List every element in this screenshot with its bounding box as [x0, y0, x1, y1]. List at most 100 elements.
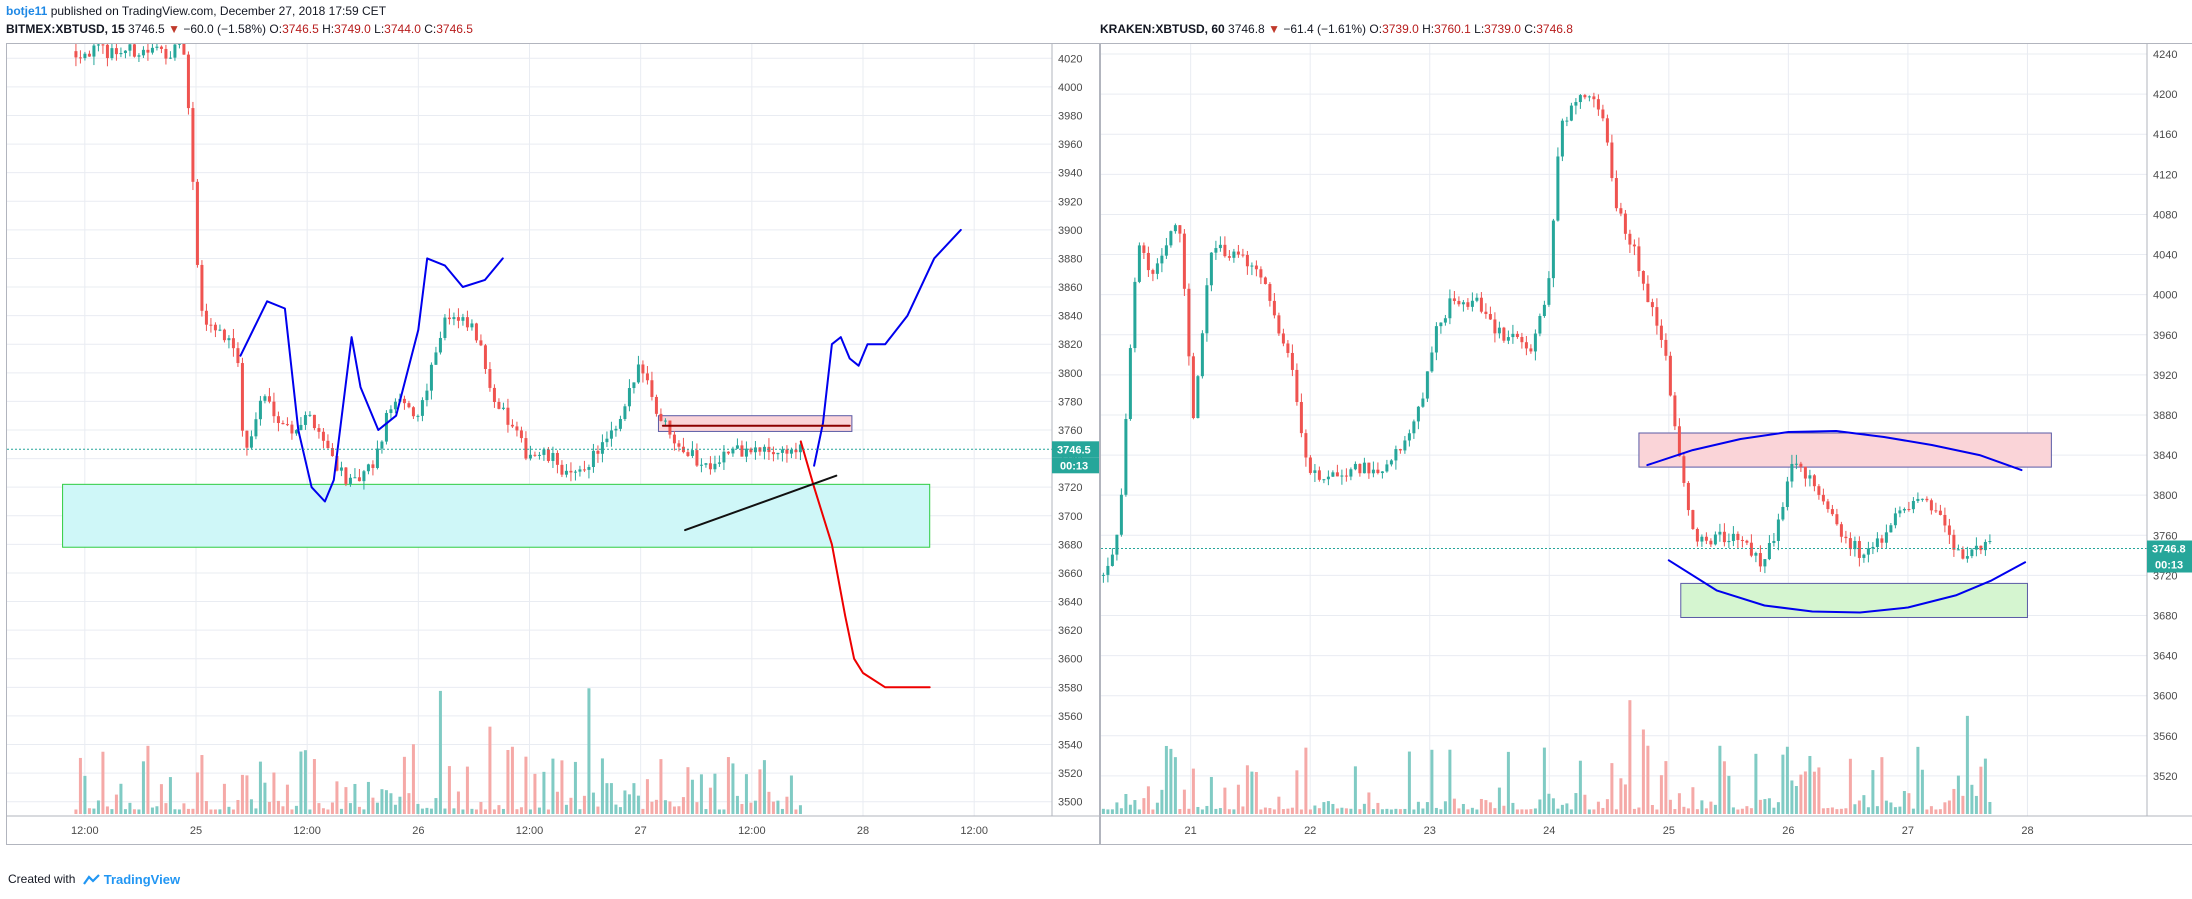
volume-bar — [285, 784, 289, 814]
candle-body — [555, 452, 559, 465]
candle-body — [1677, 426, 1681, 457]
volume-bar — [1313, 805, 1317, 814]
volume-bar — [627, 794, 631, 814]
volume-bar — [582, 795, 586, 814]
candle-body — [1488, 314, 1492, 320]
created-with-text: Created with — [8, 872, 76, 886]
volume-bar — [1295, 770, 1299, 814]
candle-body — [672, 434, 676, 444]
price-tick-label: 3720 — [1058, 482, 1082, 494]
volume-bar — [420, 808, 424, 814]
candle-body — [1700, 536, 1704, 542]
volume-bar — [1524, 809, 1528, 814]
volume-bar — [353, 783, 357, 814]
volume-bar — [1691, 787, 1695, 814]
volume-bar — [596, 806, 600, 814]
volume-bar — [1106, 809, 1110, 814]
candle-body — [1151, 270, 1155, 274]
left-high: 3749.0 — [334, 22, 371, 36]
candle-body — [1853, 540, 1857, 550]
volume-bar — [753, 800, 757, 814]
candle-body — [1632, 244, 1636, 247]
volume-bar — [1623, 784, 1627, 814]
volume-bar — [1538, 799, 1542, 814]
volume-bar — [1178, 809, 1182, 814]
candle-body — [1448, 298, 1452, 319]
volume-bar — [731, 763, 735, 814]
volume-bar — [1794, 786, 1798, 814]
volume-bar — [204, 801, 208, 814]
left-chart-svg[interactable]: 3500 3520 3540 3560 3580 3600 3620 3640 3660 3680… — [7, 44, 1100, 844]
candle-body — [627, 388, 631, 407]
candle-body — [456, 317, 460, 321]
volume-bar — [1641, 729, 1645, 814]
candle-body — [744, 448, 748, 457]
candle-body — [1623, 213, 1627, 234]
candle-body — [1956, 549, 1960, 551]
candle-body — [123, 50, 127, 54]
right-symbol[interactable]: KRAKEN:XBTUSD, 60 — [1100, 22, 1225, 36]
candle-body — [492, 387, 496, 402]
last-price-tag — [2147, 540, 2192, 557]
volume-bar — [362, 809, 366, 814]
candle-body — [1916, 498, 1920, 501]
right-o-label: O: — [1369, 22, 1383, 36]
candle-body — [605, 438, 609, 443]
volume-bar — [1169, 748, 1173, 814]
volume-bar — [1587, 809, 1591, 814]
candle-body — [1344, 475, 1348, 477]
publish-line: botje11 published on TradingView.com, De… — [6, 4, 386, 18]
volume-bar — [1866, 807, 1870, 814]
volume-bar — [1664, 761, 1668, 814]
candle-body — [1758, 553, 1762, 567]
left-open: 3746.5 — [282, 22, 319, 36]
candle-body — [1353, 463, 1357, 470]
volume-bar — [528, 809, 532, 814]
candle-body — [1484, 311, 1488, 315]
volume-bar — [303, 750, 307, 814]
candle-body — [1515, 333, 1519, 337]
volume-bar — [1187, 808, 1191, 814]
left-symbol[interactable]: BITMEX:XBTUSD, 15 — [6, 22, 125, 36]
volume-bar — [1164, 745, 1168, 814]
candle-body — [1893, 513, 1897, 526]
candle-body — [1637, 246, 1641, 272]
candle-body — [699, 464, 703, 466]
countdown-tag — [2147, 556, 2192, 573]
volume-bar — [650, 801, 654, 814]
volume-bar — [1871, 770, 1875, 814]
time-tick-label: 12:00 — [738, 825, 766, 837]
volume-bar — [492, 809, 496, 814]
candle-body — [798, 444, 802, 453]
author-link[interactable]: botje11 — [6, 4, 48, 18]
volume-bar — [83, 775, 87, 814]
price-tick-label: 3940 — [1058, 168, 1082, 180]
right-chart-panel[interactable]: 3520 3560 3600 3640 3680 3720 3760 3800 3840 3880… — [1099, 43, 2192, 845]
volume-bar — [609, 783, 613, 814]
left-chart-panel[interactable]: 3500 3520 3540 3560 3580 3600 3620 3640 3660 3680… — [6, 43, 1101, 845]
blue-projection-path-2 — [813, 228, 962, 467]
volume-bar — [1407, 751, 1411, 814]
candle-body — [1529, 348, 1533, 352]
candle-body — [1835, 514, 1839, 525]
time-tick-label: 25 — [190, 825, 202, 837]
candle-body — [1668, 355, 1672, 396]
volume-bar — [1124, 794, 1128, 814]
volume-bar — [123, 809, 127, 814]
candle-body — [1452, 298, 1456, 301]
left-low: 3744.0 — [384, 22, 421, 36]
last-price-label: 3746.5 — [1057, 444, 1091, 456]
candle-body — [1583, 95, 1587, 98]
volume-bar — [1331, 803, 1335, 814]
candle-body — [771, 452, 775, 455]
candle-body — [1178, 225, 1182, 234]
volume-bar — [1259, 809, 1263, 814]
volume-bar — [1196, 806, 1200, 814]
right-chart-svg[interactable]: 3520 3560 3600 3640 3680 3720 3760 3800 3840 3880… — [1101, 44, 2192, 844]
volume-bar — [1740, 808, 1744, 814]
candle-body — [1943, 514, 1947, 526]
tradingview-brand[interactable]: TradingView — [103, 872, 181, 888]
price-tick-label: 3520 — [1058, 768, 1082, 780]
candle-body — [1407, 433, 1411, 441]
candle-body — [1385, 464, 1389, 472]
